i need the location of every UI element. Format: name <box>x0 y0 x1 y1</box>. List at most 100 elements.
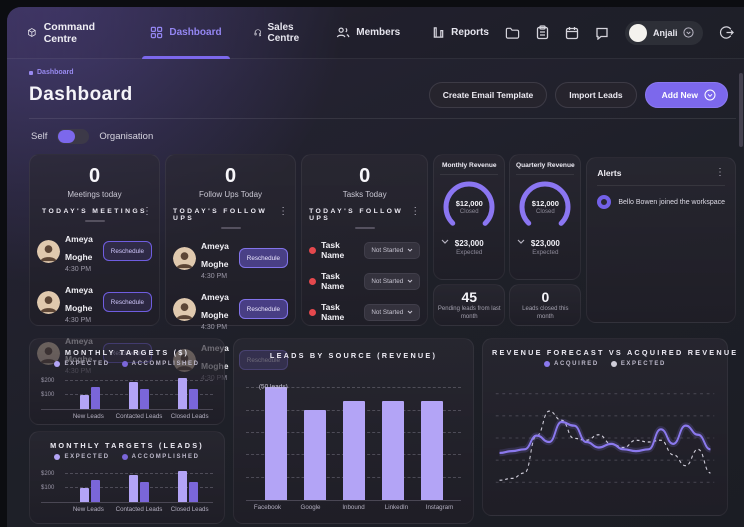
page-title: Dashboard <box>29 84 133 105</box>
x-axis-labels: New Leads Contacted Leads Closed Leads <box>63 413 215 420</box>
chart-legend: EXPECTED ACCOMPLISHED <box>39 454 215 460</box>
section-divider <box>354 227 375 229</box>
reschedule-button[interactable]: Reschedule <box>102 241 153 261</box>
stat-value: 0 <box>541 289 550 305</box>
task-row: Task Name Not Started <box>309 302 421 322</box>
revenue-gauge <box>443 181 495 233</box>
user-menu[interactable]: Anjali <box>624 20 704 45</box>
chevron-down-icon[interactable] <box>517 231 525 249</box>
bar <box>420 400 443 500</box>
chevron-down-icon <box>407 248 413 252</box>
person-name: Ameya Moghe <box>65 234 93 262</box>
logout-icon[interactable] <box>719 25 735 40</box>
revenue-forecast-chart: REVENUE FORECAST VS ACQUIRED REVENUE ACQ… <box>482 338 739 516</box>
followup-row: Ameya Moghe 4:30 PM Reschedule <box>173 287 289 331</box>
toggle-label-organisation: Organisation <box>99 131 154 142</box>
add-new-button[interactable]: Add New <box>644 82 728 108</box>
task-status-dropdown[interactable]: Not Started <box>364 241 421 259</box>
nav-tabs: Dashboard Sales Centre Members Reports <box>134 7 505 59</box>
task-name: Task Name <box>321 302 345 322</box>
quarterly-revenue-card: Quarterly Revenue $12,000 Closed $23,000 <box>509 154 582 280</box>
reschedule-button[interactable]: Reschedule <box>102 292 153 312</box>
kebab-menu-icon[interactable]: ⋮ <box>410 206 421 217</box>
bar <box>79 488 89 502</box>
bar <box>90 479 100 502</box>
kebab-menu-icon[interactable]: ⋮ <box>715 167 725 178</box>
x-axis-label: Contacted Leads <box>115 413 163 420</box>
meeting-time: 4:30 PM <box>65 266 92 273</box>
stat-label: Pending leads from last month <box>437 306 501 320</box>
chart-legend: EXPECTED ACCOMPLISHED <box>39 361 215 367</box>
nav-tab-dashboard[interactable]: Dashboard <box>134 7 237 59</box>
scrollbar-thumb[interactable] <box>739 73 743 147</box>
nav-tab-members[interactable]: Members <box>320 7 416 59</box>
section-title: TODAY'S FOLLOW UPS <box>173 208 268 222</box>
line-plot <box>492 377 718 499</box>
alerts-card: Alerts ⋮ Bello Bowen joined the workspac… <box>586 157 736 323</box>
kebab-menu-icon[interactable]: ⋮ <box>142 206 153 217</box>
bar-plot: $200 $100 <box>41 374 213 410</box>
followups-card: 0 Follow Ups Today TODAY'S FOLLOW UPS ⋮ … <box>165 154 297 382</box>
section-title: TODAY'S FOLLOW UPS <box>309 208 404 222</box>
expected-value: $23,000 <box>530 239 560 248</box>
alert-donut-icon <box>597 195 612 209</box>
nav-tab-sales-centre[interactable]: Sales Centre <box>238 7 321 59</box>
chart-annotation: (50 leads) <box>258 383 288 391</box>
bar <box>342 400 365 500</box>
create-email-template-button[interactable]: Create Email Template <box>428 82 548 108</box>
meetings-count-label: Meetings today <box>67 190 122 199</box>
person-name: Ameya Moghe <box>201 292 229 320</box>
legend-item: ACQUIRED <box>544 361 599 367</box>
bar <box>79 395 89 409</box>
bar <box>303 409 326 500</box>
task-status-dot-icon <box>309 246 317 254</box>
bar-plot: (50 leads) <box>246 376 461 501</box>
task-status-dot-icon <box>309 277 317 285</box>
reschedule-button[interactable]: Reschedule <box>238 248 289 268</box>
avatar <box>173 297 197 321</box>
chevron-down-icon[interactable] <box>441 231 449 249</box>
chart-title: MONTHLY TARGETS ($) <box>64 348 190 357</box>
gauge-value: $12,000 <box>531 199 559 208</box>
avatar <box>37 290 60 314</box>
task-status-dropdown[interactable]: Not Started <box>364 272 421 290</box>
followups-count: 0 <box>224 165 237 187</box>
chat-icon[interactable] <box>595 26 609 40</box>
breadcrumb[interactable]: Dashboard <box>29 69 736 76</box>
chart-title: MONTHLY TARGETS (LEADS) <box>50 441 204 450</box>
leads-by-source-chart: LEADS BY SOURCE (REVENUE) (50 leads) Fac… <box>233 338 474 524</box>
nav-tab-reports[interactable]: Reports <box>416 7 505 59</box>
clipboard-icon[interactable] <box>536 25 549 40</box>
person-name: Ameya Moghe <box>201 241 229 269</box>
x-axis-label: Closed Leads <box>170 506 209 513</box>
bar <box>178 377 188 409</box>
task-row: Task Name Not Started <box>309 240 421 260</box>
bar <box>128 382 138 409</box>
legend-item: EXPECTED <box>54 454 109 460</box>
self-organisation-toggle[interactable] <box>57 129 90 144</box>
brand-label: Command Centre <box>43 20 96 45</box>
meeting-row: Ameya Moghe 4:30 PM Reschedule <box>37 280 153 324</box>
task-status-dropdown[interactable]: Not Started <box>364 303 421 321</box>
reports-icon <box>433 27 444 38</box>
app-window: Command Centre Dashboard Sales Centre Me… <box>7 7 744 527</box>
bar <box>128 475 138 502</box>
chart-title: REVENUE FORECAST VS ACQUIRED REVENUE <box>492 348 739 357</box>
import-leads-button[interactable]: Import Leads <box>555 82 637 108</box>
person-name: Ameya Moghe <box>65 285 93 313</box>
avatar <box>173 246 197 270</box>
toggle-knob <box>58 130 76 143</box>
folder-icon[interactable] <box>505 26 520 40</box>
tasks-card: 0 Tasks Today TODAY'S FOLLOW UPS ⋮ Task … <box>301 154 429 326</box>
reschedule-button[interactable]: Reschedule <box>238 299 289 319</box>
divider <box>440 174 499 175</box>
calendar-icon[interactable] <box>565 26 579 40</box>
expected-label: Expected <box>456 249 483 256</box>
kebab-menu-icon[interactable]: ⋮ <box>278 206 289 217</box>
toggle-label-self: Self <box>31 131 48 142</box>
task-status-dot-icon <box>309 308 317 316</box>
nav-tab-label: Reports <box>451 27 489 38</box>
legend-item: EXPECTED <box>610 361 666 367</box>
x-axis-label: Closed Leads <box>170 413 209 420</box>
avatar <box>37 239 60 263</box>
